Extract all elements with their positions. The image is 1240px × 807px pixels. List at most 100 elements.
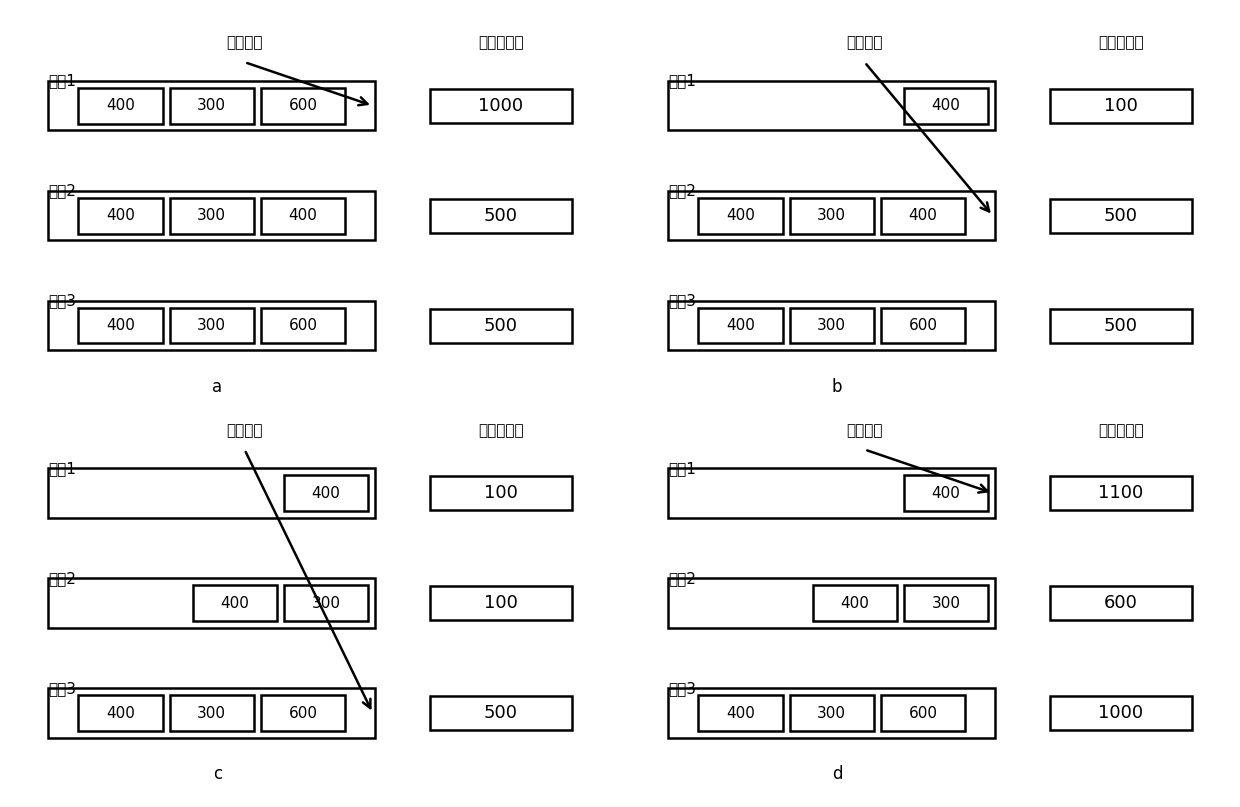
Text: a: a	[212, 378, 222, 396]
Bar	[170, 88, 254, 123]
Text: 100: 100	[484, 484, 518, 502]
Text: c: c	[213, 765, 222, 784]
Bar	[430, 586, 572, 620]
Text: 轮询指针: 轮询指针	[226, 36, 263, 51]
Bar	[48, 468, 376, 518]
Bar	[904, 475, 988, 511]
Bar	[904, 585, 988, 621]
Bar	[668, 82, 996, 131]
Text: 100: 100	[484, 594, 518, 613]
Text: 1000: 1000	[1099, 704, 1143, 722]
Bar	[1050, 586, 1192, 620]
Bar	[668, 191, 996, 240]
Text: 差额计数器: 差额计数器	[1099, 36, 1143, 51]
Text: 600: 600	[289, 98, 317, 113]
Bar	[1050, 89, 1192, 123]
Text: 队列3: 队列3	[668, 294, 696, 308]
Text: 400: 400	[107, 98, 135, 113]
Bar	[78, 88, 162, 123]
Bar	[260, 88, 345, 123]
Text: 500: 500	[1104, 207, 1138, 225]
Bar	[430, 199, 572, 233]
Bar	[430, 476, 572, 510]
Text: 轮询指针: 轮询指针	[846, 423, 883, 438]
Bar	[78, 198, 162, 233]
Bar	[48, 191, 376, 240]
Text: 400: 400	[931, 98, 961, 113]
Bar	[78, 308, 162, 344]
Bar	[790, 198, 874, 233]
Text: 600: 600	[909, 705, 937, 721]
Bar	[668, 468, 996, 518]
Bar	[880, 198, 965, 233]
Bar	[48, 579, 376, 628]
Bar	[284, 475, 368, 511]
Text: 400: 400	[909, 208, 937, 224]
Text: 队列2: 队列2	[48, 184, 76, 199]
Text: 队列2: 队列2	[668, 571, 696, 586]
Text: 差额计数器: 差额计数器	[479, 423, 523, 438]
Bar	[1050, 696, 1192, 730]
Text: 队列1: 队列1	[48, 461, 76, 476]
Bar	[260, 308, 345, 344]
Text: 600: 600	[1104, 594, 1138, 613]
Text: 队列1: 队列1	[668, 461, 696, 476]
Bar	[192, 585, 278, 621]
Bar	[260, 198, 345, 233]
Bar	[698, 308, 782, 344]
Bar	[1050, 308, 1192, 343]
Text: 队列3: 队列3	[668, 681, 696, 696]
Bar	[790, 308, 874, 344]
Bar	[430, 89, 572, 123]
Bar	[668, 688, 996, 738]
Text: 300: 300	[817, 705, 846, 721]
Text: 400: 400	[107, 318, 135, 333]
Bar	[812, 585, 898, 621]
Text: 1000: 1000	[479, 97, 523, 115]
Bar	[260, 696, 345, 731]
Text: 400: 400	[727, 318, 755, 333]
Text: 400: 400	[727, 208, 755, 224]
Text: 300: 300	[197, 98, 226, 113]
Text: 差额计数器: 差额计数器	[1099, 423, 1143, 438]
Bar	[78, 696, 162, 731]
Text: 队列1: 队列1	[48, 73, 76, 89]
Text: 300: 300	[311, 596, 341, 611]
Text: 300: 300	[817, 208, 846, 224]
Text: 轮询指针: 轮询指针	[846, 36, 883, 51]
Bar	[668, 579, 996, 628]
Text: 400: 400	[931, 486, 961, 500]
Bar	[904, 88, 988, 123]
Bar	[698, 198, 782, 233]
Text: 400: 400	[727, 705, 755, 721]
Text: d: d	[832, 765, 842, 784]
Bar	[170, 198, 254, 233]
Bar	[1050, 476, 1192, 510]
Text: 队列3: 队列3	[48, 294, 76, 308]
Bar	[430, 696, 572, 730]
Bar	[668, 301, 996, 350]
Bar	[48, 688, 376, 738]
Text: 500: 500	[484, 704, 518, 722]
Bar	[284, 585, 368, 621]
Bar	[1050, 199, 1192, 233]
Text: 差额计数器: 差额计数器	[479, 36, 523, 51]
Text: 400: 400	[289, 208, 317, 224]
Text: 队列1: 队列1	[668, 73, 696, 89]
Text: 500: 500	[484, 207, 518, 225]
Bar	[430, 308, 572, 343]
Text: 500: 500	[1104, 316, 1138, 335]
Bar	[170, 308, 254, 344]
Bar	[880, 308, 965, 344]
Text: 300: 300	[197, 318, 226, 333]
Bar	[170, 696, 254, 731]
Text: 500: 500	[484, 316, 518, 335]
Text: 1100: 1100	[1099, 484, 1143, 502]
Text: 队列2: 队列2	[48, 571, 76, 586]
Text: b: b	[832, 378, 842, 396]
Text: 400: 400	[107, 208, 135, 224]
Bar	[698, 696, 782, 731]
Text: 300: 300	[197, 208, 226, 224]
Text: 400: 400	[311, 486, 341, 500]
Text: 600: 600	[909, 318, 937, 333]
